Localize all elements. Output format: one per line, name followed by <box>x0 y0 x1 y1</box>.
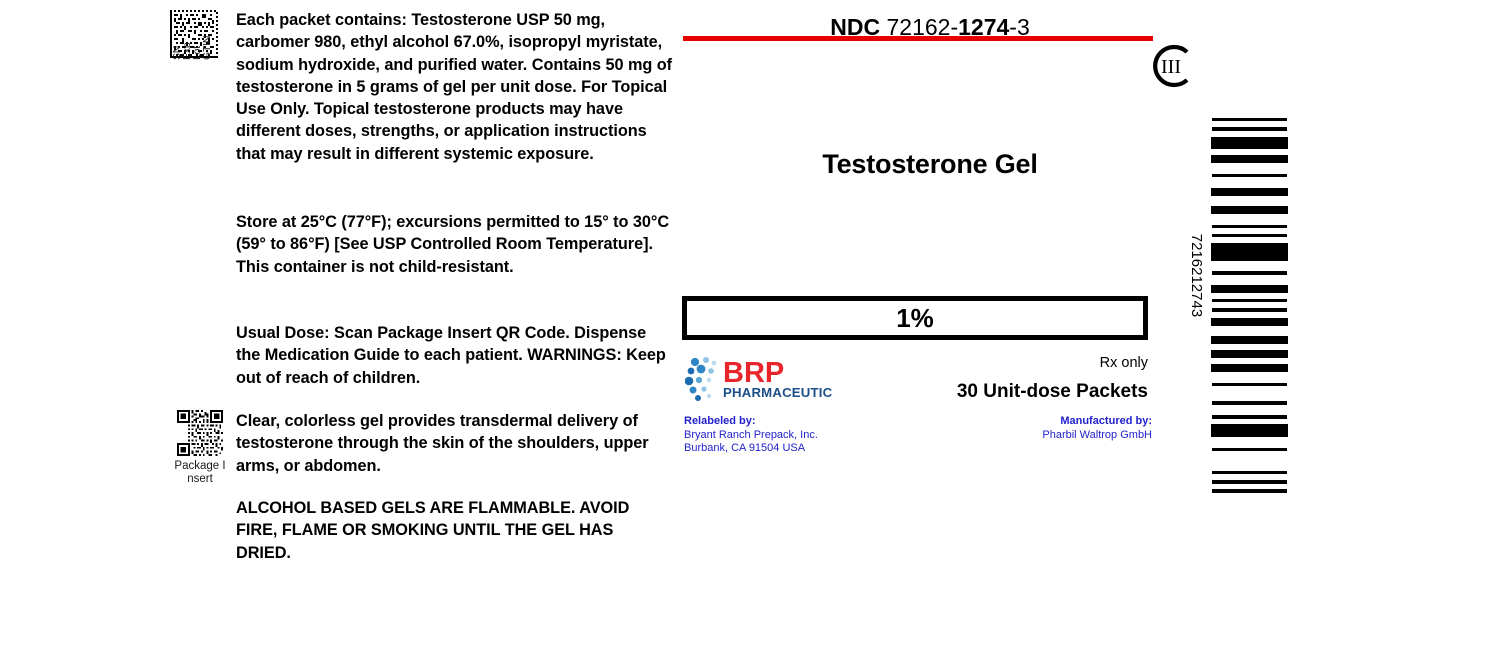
barcode-bar <box>1211 285 1288 294</box>
storage-paragraph: Store at 25°C (77°F); excursions permitt… <box>236 213 670 276</box>
package-count-label: 30 Unit-dose Packets <box>956 381 1148 402</box>
datamatrix-caption-group: GTIN Lot Exp SN <box>164 36 226 102</box>
barcode-digits: 7216212743 <box>1186 233 1206 386</box>
datamatrix-icon <box>170 10 218 58</box>
logo-dot-cluster <box>685 357 717 401</box>
datamatrix-caption-gtin: GTIN <box>201 35 213 60</box>
main-display-panel: NDC 72162-1274-3 III Testosterone Gel 1% <box>680 0 1200 660</box>
datamatrix-caption-sn: SN <box>171 45 183 60</box>
barcode-bar <box>1212 173 1287 178</box>
datamatrix-caption-exp: Exp <box>181 42 193 61</box>
red-divider-rule <box>683 36 1153 41</box>
ndc-package-code: -3 <box>1009 14 1030 40</box>
barcode-panel: 7216212743 <box>1188 118 1300 500</box>
ndc-labeler-code: 72162- <box>880 14 959 40</box>
barcode-bars <box>1211 118 1288 494</box>
ndc-prefix-label: NDC <box>830 14 881 40</box>
barcode-bar <box>1211 155 1288 164</box>
barcode-bar <box>1212 415 1287 419</box>
barcode-bar <box>1211 336 1288 345</box>
barcode-bar <box>1211 424 1288 438</box>
barcode-bar <box>1212 382 1287 387</box>
barcode-bar <box>1212 401 1287 405</box>
manufacturer-title: Manufactured by: <box>1060 415 1152 427</box>
qr-caption-label: Package Insert <box>174 460 226 485</box>
datamatrix-block: GTIN Lot Exp SN <box>170 10 236 106</box>
manufacturer-info: Manufactured by: Pharbil Waltrop GmbH <box>930 415 1152 442</box>
barcode-bar <box>1211 136 1288 150</box>
brp-pharmaceuticals-logo: BRP PHARMACEUTICALS <box>685 357 833 401</box>
ingredients-paragraph: Each packet contains: Testosterone USP 5… <box>236 11 673 163</box>
strength-value: 1% <box>896 303 934 333</box>
qr-code-icon[interactable] <box>177 410 223 456</box>
usual-dose-paragraph: Usual Dose: Scan Package Insert QR Code.… <box>236 324 666 387</box>
barcode-bar <box>1212 118 1287 122</box>
barcode-bar <box>1212 299 1287 303</box>
relabeler-info: Relabeled by: Bryant Ranch Prepack, Inc.… <box>684 415 904 456</box>
relabeler-address: Burbank, CA 91504 USA <box>684 442 806 455</box>
barcode-bar <box>1212 271 1287 275</box>
manufacturer-company: Pharbil Waltrop GmbH <box>1042 428 1152 441</box>
schedule-ciii-icon: III <box>1153 44 1189 88</box>
relabeler-company: Bryant Ranch Prepack, Inc. <box>684 428 818 441</box>
barcode-bar <box>1212 489 1287 493</box>
barcode-bar <box>1212 480 1287 484</box>
relabeler-title: Relabeled by: <box>684 415 756 427</box>
rx-only-label: Rx only <box>1099 355 1148 371</box>
strength-box: 1% <box>682 296 1148 340</box>
barcode-bar <box>1211 187 1288 196</box>
flammable-warning-paragraph: ALCOHOL BASED GELS ARE FLAMMABLE. AVOID … <box>236 499 630 562</box>
description-paragraph: Clear, colorless gel provides transderma… <box>236 412 649 475</box>
barcode-bar <box>1211 317 1288 326</box>
logo-subtitle-text: PHARMACEUTICALS <box>723 385 833 400</box>
barcode-bar <box>1212 470 1287 475</box>
logo-brand-text: BRP <box>723 357 784 389</box>
svg-text:III: III <box>1161 56 1181 78</box>
ndc-number: NDC 72162-1274-3 <box>680 14 1180 41</box>
ndc-product-code: 1274 <box>958 14 1010 40</box>
barcode-bar <box>1211 243 1288 261</box>
barcode-bar <box>1211 350 1288 359</box>
barcode-bar <box>1212 127 1287 131</box>
barcode-digits-text: 7216212743 <box>1187 233 1205 318</box>
datamatrix-caption-lot: Lot <box>191 46 203 60</box>
barcode-bar <box>1212 234 1287 238</box>
product-name-heading: Testosterone Gel <box>822 149 1038 179</box>
barcode-bar <box>1212 447 1287 452</box>
barcode-bar <box>1211 206 1288 215</box>
left-text-panel: GTIN Lot Exp SN Each packet contains: Te… <box>0 0 680 660</box>
barcode-bar <box>1212 308 1287 312</box>
barcode-bar <box>1211 364 1288 373</box>
barcode-bar <box>1212 224 1287 229</box>
package-insert-qr-block[interactable]: Package Insert <box>174 410 226 485</box>
